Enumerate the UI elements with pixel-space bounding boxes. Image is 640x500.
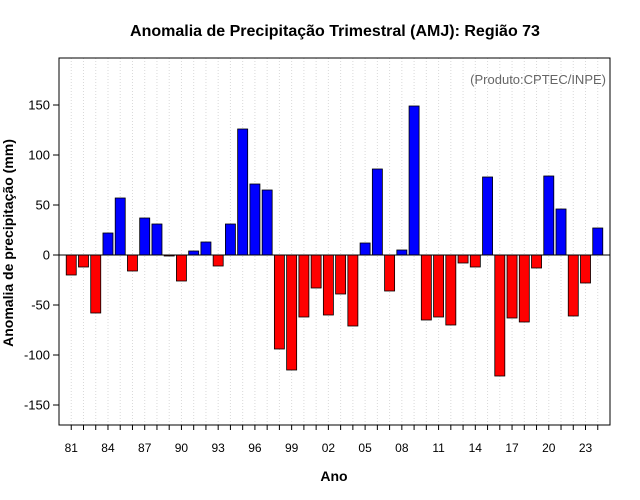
x-tick-label: 11 bbox=[432, 441, 445, 455]
x-tick-label: 20 bbox=[542, 441, 556, 455]
bar-2005 bbox=[359, 242, 371, 256]
bar-2012 bbox=[445, 254, 457, 326]
bar-2003 bbox=[335, 254, 347, 295]
plot-area bbox=[58, 57, 611, 426]
credit-label: (Produto:CPTEC/INPE) bbox=[470, 72, 606, 87]
bar-1992 bbox=[200, 241, 212, 256]
y-tick-label: 0 bbox=[43, 248, 50, 263]
x-tick-label: 81 bbox=[65, 441, 79, 455]
bar-1982 bbox=[78, 254, 89, 268]
x-tick-label: 02 bbox=[322, 441, 336, 455]
bar-2021 bbox=[555, 208, 567, 256]
x-tick-label: 99 bbox=[285, 441, 299, 455]
bar-2009 bbox=[408, 105, 420, 256]
bar-2024 bbox=[592, 227, 604, 256]
bar-2023 bbox=[580, 254, 591, 284]
chart-title: Anomalia de Precipitação Trimestral (AMJ… bbox=[130, 23, 540, 40]
bar-1996 bbox=[249, 183, 261, 256]
bar-2019 bbox=[531, 254, 542, 269]
bar-2010 bbox=[420, 254, 432, 321]
x-tick-label: 05 bbox=[358, 441, 372, 455]
bar-1985 bbox=[114, 197, 126, 256]
x-tick-label: 08 bbox=[395, 441, 409, 455]
x-tick-label: 23 bbox=[579, 441, 593, 455]
bar-1998 bbox=[273, 254, 285, 350]
bar-1987 bbox=[139, 217, 151, 256]
bars-group bbox=[65, 105, 604, 377]
bar-2001 bbox=[310, 254, 322, 289]
y-tick-label: 150 bbox=[28, 98, 50, 113]
bar-1984 bbox=[102, 232, 114, 256]
bar-2006 bbox=[371, 168, 383, 256]
bar-1988 bbox=[151, 223, 163, 256]
x-axis-title: Ano bbox=[320, 468, 347, 484]
bar-1981 bbox=[65, 254, 77, 276]
bar-2000 bbox=[298, 254, 310, 318]
bar-1990 bbox=[176, 254, 187, 282]
bar-1999 bbox=[286, 254, 298, 371]
y-axis-title: Anomalia de precipitação (mm) bbox=[0, 139, 16, 347]
y-tick-label: -100 bbox=[24, 348, 50, 363]
bar-1983 bbox=[90, 254, 102, 314]
y-tick-label: -150 bbox=[24, 398, 50, 413]
bar-1997 bbox=[261, 189, 273, 256]
bar-2008 bbox=[396, 249, 408, 256]
bar-2022 bbox=[567, 254, 579, 317]
bar-2020 bbox=[543, 175, 555, 256]
bar-1995 bbox=[237, 128, 249, 256]
y-axis: -150 -100 -50 0 50 100 150 bbox=[24, 98, 59, 413]
bar-1986 bbox=[127, 254, 138, 272]
bar-2017 bbox=[506, 254, 518, 319]
gridlines bbox=[70, 58, 599, 425]
bar-2018 bbox=[518, 254, 530, 323]
bar-1994 bbox=[225, 223, 236, 256]
bar-2004 bbox=[347, 254, 359, 327]
y-tick-label: 100 bbox=[28, 148, 50, 163]
bar-2011 bbox=[433, 254, 444, 318]
bar-2016 bbox=[494, 254, 506, 377]
x-axis: 81 84 87 90 93 96 99 02 05 08 11 14 17 20 23 bbox=[65, 425, 599, 455]
x-tick-label: 87 bbox=[138, 441, 152, 455]
bar-1993 bbox=[212, 254, 224, 267]
bar-1991 bbox=[188, 250, 200, 256]
x-tick-label: 14 bbox=[469, 441, 483, 455]
bar-2013 bbox=[457, 254, 469, 264]
bar-2015 bbox=[482, 176, 493, 256]
x-tick-label: 96 bbox=[248, 441, 262, 455]
x-tick-label: 90 bbox=[175, 441, 189, 455]
bar-2014 bbox=[469, 254, 481, 268]
bar-2007 bbox=[384, 254, 396, 292]
x-tick-label: 93 bbox=[211, 441, 225, 455]
y-tick-label: -50 bbox=[31, 298, 50, 313]
x-tick-label: 84 bbox=[101, 441, 115, 455]
x-tick-label: 17 bbox=[505, 441, 519, 455]
y-tick-label: 50 bbox=[36, 198, 50, 213]
bar-2002 bbox=[322, 254, 334, 316]
